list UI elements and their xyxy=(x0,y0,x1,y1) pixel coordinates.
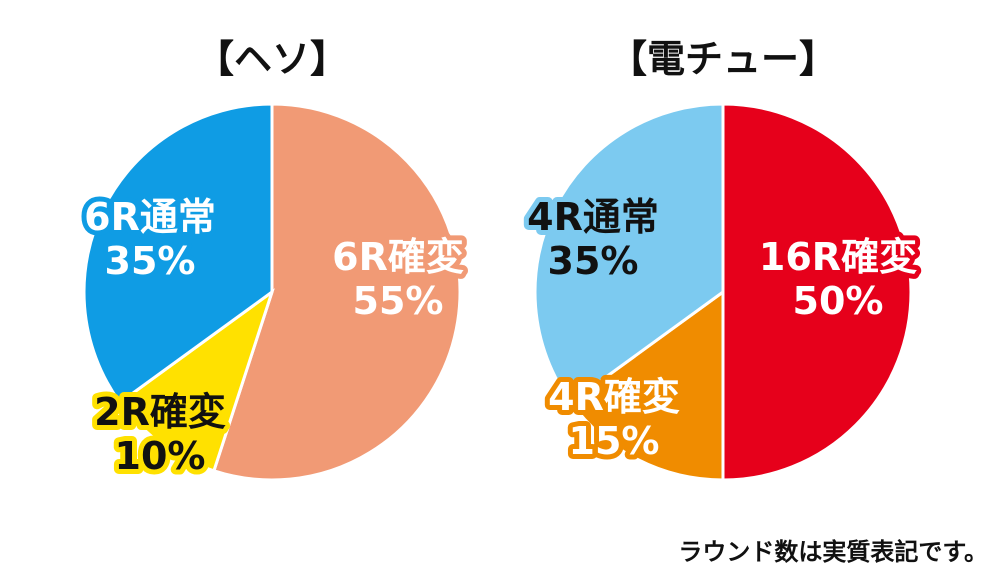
slice-name-label: 6R通常 xyxy=(84,195,216,239)
pie-slice-4R通常 xyxy=(533,102,725,405)
slice-percent-label: 55% xyxy=(353,279,444,323)
slice-percent-label: 35% xyxy=(105,239,196,283)
slice-percent-label: 15% xyxy=(569,419,660,463)
footnote: ラウンド数は実質表記です。 xyxy=(678,538,988,566)
slice-percent-label: 50% xyxy=(793,279,884,323)
right-pie-chart xyxy=(533,102,913,482)
slice-name-label: 4R確変 xyxy=(548,375,680,419)
pie-slice-4R確変 xyxy=(568,289,725,482)
pie-slice-2R確変 xyxy=(117,288,275,473)
pie-slice-16R確変 xyxy=(721,102,913,482)
slice-name-label: 6R確変 xyxy=(332,235,464,279)
slice-name-label: 2R確変 xyxy=(94,390,226,434)
left-pie-chart xyxy=(82,102,462,482)
pie-slice-6R通常 xyxy=(82,102,274,405)
slice-percent-label: 10% xyxy=(115,434,206,478)
slice-name-label: 4R通常 xyxy=(527,195,659,239)
slice-name-label: 16R確変 xyxy=(759,235,917,279)
slice-percent-label: 35% xyxy=(548,239,639,283)
right-chart-title: 【電チュー】 xyxy=(609,37,837,81)
left-chart-title: 【ヘソ】 xyxy=(196,37,348,81)
pie-slice-6R確変 xyxy=(212,102,462,482)
